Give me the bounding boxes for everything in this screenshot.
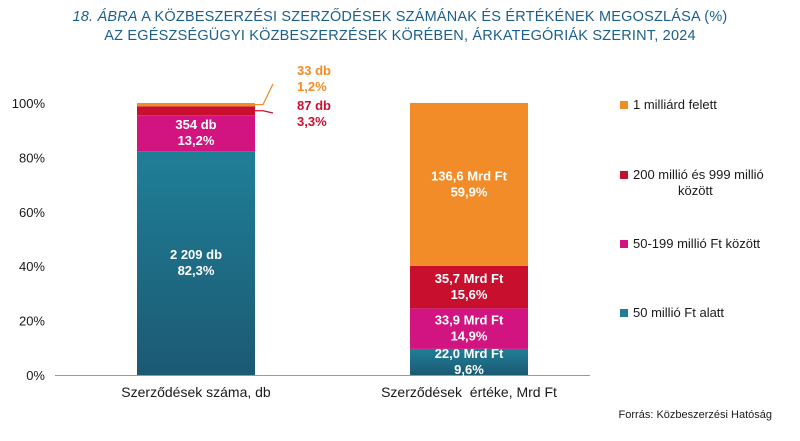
- y-tick-label: 40%: [19, 259, 45, 274]
- data-label: 82,3%: [178, 263, 215, 278]
- data-label: 1,2%: [297, 79, 327, 94]
- bar-segment: [137, 106, 255, 116]
- legend-swatch: [620, 171, 628, 179]
- data-label: 59,9%: [451, 184, 488, 199]
- y-tick-label: 20%: [19, 314, 45, 329]
- title-line-1: 18. ÁBRA A KÖZBESZERZÉSI SZERZŐDÉSEK SZÁ…: [0, 8, 800, 27]
- data-label: 14,9%: [451, 329, 488, 344]
- data-label: 33 db: [297, 63, 331, 78]
- bar-segment: [137, 103, 255, 107]
- title-main: A KÖZBESZERZÉSI SZERZŐDÉSEK SZÁMÁNAK ÉS …: [141, 9, 728, 25]
- bar-segment: [137, 115, 255, 152]
- x-category-label: Szerződések értéke, Mrd Ft: [381, 384, 557, 400]
- data-label: 15,6%: [451, 287, 488, 302]
- legend-swatch: [620, 101, 628, 109]
- legend-label: 1 milliárd felett: [633, 97, 717, 112]
- legend-label: 50 millió Ft alatt: [633, 305, 725, 320]
- source-note: Forrás: Közbeszerzési Hatóság: [618, 409, 772, 421]
- bar-shading: [137, 151, 255, 375]
- legend-item: 1 milliárd felett: [620, 97, 795, 113]
- chart-title: 18. ÁBRA A KÖZBESZERZÉSI SZERZŐDÉSEK SZÁ…: [0, 8, 800, 46]
- legend-label: között: [678, 183, 713, 198]
- y-tick-label: 60%: [19, 205, 45, 220]
- legend-item: 50 millió Ft alatt: [620, 305, 795, 321]
- x-category-label: Szerződések száma, db: [121, 384, 271, 400]
- legend-swatch: [620, 240, 628, 248]
- data-label: 3,3%: [297, 114, 327, 129]
- bar-segment: [410, 103, 528, 266]
- bar-segment: [410, 308, 528, 349]
- legend-label: 50-199 millió Ft között: [633, 236, 761, 251]
- legend-item: 200 millió és 999 millió között: [620, 167, 795, 199]
- legend-swatch: [620, 309, 628, 317]
- figure-number: 18. ÁBRA: [72, 9, 138, 25]
- data-label: 13,2%: [178, 133, 215, 148]
- bar-segment: [410, 265, 528, 309]
- y-tick-label: 0%: [26, 368, 45, 383]
- title-line-2: AZ EGÉSZSÉGÜGYI KÖZBESZERZÉSEK KÖRÉBEN, …: [104, 28, 696, 44]
- data-label: 136,6 Mrd Ft: [431, 168, 508, 183]
- bar-shading: [410, 348, 528, 375]
- data-label: 354 db: [175, 117, 216, 132]
- label-leader-line: [255, 110, 274, 114]
- data-label: 33,9 Mrd Ft: [435, 313, 504, 328]
- data-label: 9,6%: [454, 362, 484, 377]
- label-leader-line: [255, 83, 274, 106]
- y-tick-label: 100%: [12, 96, 46, 111]
- data-label: 35,7 Mrd Ft: [435, 271, 504, 286]
- legend-item: 50-199 millió Ft között: [620, 236, 795, 252]
- data-label: 87 db: [297, 98, 331, 113]
- y-tick-label: 80%: [19, 150, 45, 165]
- data-label: 2 209 db: [170, 247, 222, 262]
- data-label: 22,0 Mrd Ft: [435, 346, 504, 361]
- legend-label: 200 millió és 999 millió: [633, 167, 764, 182]
